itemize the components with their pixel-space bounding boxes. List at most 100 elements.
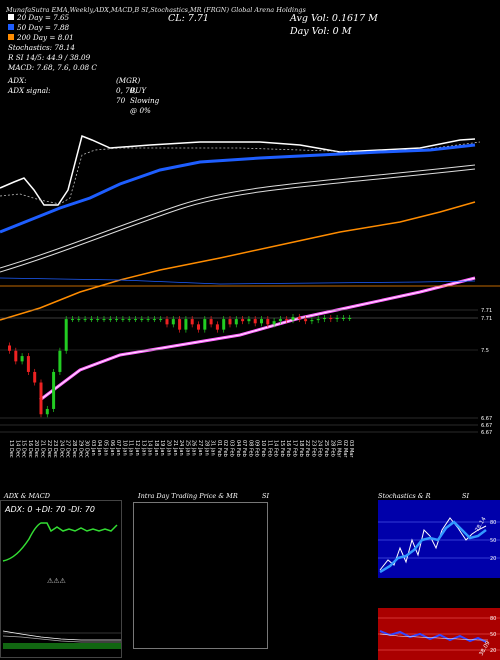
price-label: 7.71 (481, 308, 492, 314)
date-label: 10 Jan (121, 440, 127, 456)
date-label: 25 Jan (184, 440, 190, 456)
date-label: 21 Jan (172, 440, 178, 456)
date-label: 22 Feb (304, 440, 310, 457)
rsi-label-80: 80 (490, 616, 496, 622)
candle (96, 319, 100, 321)
candle (52, 371, 56, 409)
date-label: 05 Jan (103, 440, 109, 456)
candle (102, 319, 106, 321)
rsi-label-50: 50 (490, 632, 496, 638)
lower-ma-line (0, 277, 476, 285)
price-label: 7.5 (481, 348, 489, 354)
candle (241, 319, 245, 322)
date-label: 15 Feb (279, 440, 285, 457)
candle (89, 319, 93, 321)
macd-line (2, 630, 121, 641)
date-label: 29 Dec (77, 440, 83, 458)
price-gridlines (0, 309, 478, 433)
candle (228, 319, 232, 325)
candle (71, 319, 74, 321)
ema20-swatch (8, 14, 14, 20)
date-label: 02 Feb (222, 440, 228, 457)
stoch-panel-title: Stochastics & R (378, 492, 431, 500)
candle (178, 319, 182, 330)
adx-line (2, 522, 118, 562)
date-label: 01 Mar (336, 440, 342, 458)
indicator-readout: 20 Day = 7.65 50 Day = 7.88 200 Day = 8.… (8, 13, 159, 115)
candle (304, 319, 308, 322)
date-label: 11 Jan (128, 440, 134, 456)
candle (184, 319, 188, 330)
stoch-label-50: 50 (490, 538, 496, 544)
intraday-panel (133, 502, 268, 649)
macd-signal (2, 635, 121, 643)
candle (329, 318, 333, 320)
price-axis: 7.717.717.56.676.676.67 (481, 308, 492, 436)
date-label: 03 Mar (348, 440, 354, 458)
date-label: 14 Dec (14, 440, 20, 458)
candle (348, 318, 352, 319)
date-label: 07 Jan (115, 440, 121, 456)
candle (278, 319, 282, 322)
date-label: 20 Jan (166, 440, 172, 456)
candle (234, 319, 238, 325)
candle (14, 350, 18, 362)
date-label: 03 Feb (229, 440, 235, 457)
rsi-label-20: 20 (490, 648, 496, 654)
date-label: 06 Jan (109, 440, 115, 456)
date-label: 11 Feb (266, 440, 272, 457)
date-label: 04 Feb (235, 440, 241, 457)
candle (335, 318, 339, 320)
candle (285, 319, 289, 321)
price-line (0, 134, 476, 206)
candle (266, 319, 270, 325)
candle (58, 350, 62, 372)
candle (83, 319, 87, 321)
date-label: 14 Jan (147, 440, 153, 456)
candle (197, 324, 200, 330)
candles (8, 313, 352, 418)
date-label: 20 Dec (33, 440, 39, 458)
adx-marker: ⚠⚠⚠ (47, 577, 67, 585)
date-label: 02 Mar (342, 440, 348, 458)
date-axis: 13 Dec 14 Dec 15 Dec 16 Dec 20 Dec 21 Dec 22 D… (8, 440, 354, 458)
date-label: 21 Dec (40, 440, 46, 458)
candle (171, 319, 175, 325)
date-label: 08 Feb (247, 440, 253, 457)
main-chart: 7.717.717.56.676.676.67 13 Dec 14 Dec 15 D… (0, 134, 500, 458)
candle (190, 319, 194, 325)
rsi-signal (379, 633, 488, 641)
candle (26, 356, 30, 372)
date-label: 27 Dec (65, 440, 71, 458)
candle (33, 371, 37, 383)
date-label: 27 Jan (197, 440, 203, 456)
ema100-lower (0, 168, 476, 273)
candle (203, 319, 207, 330)
date-label: 09 Feb (254, 440, 260, 457)
date-label: 15 Dec (21, 440, 27, 458)
moving-average-lines (0, 134, 481, 402)
candle (20, 356, 24, 362)
date-label: 28 Jan (203, 440, 209, 456)
candle (323, 318, 326, 320)
candle (108, 319, 112, 321)
date-label: 07 Feb (241, 440, 247, 457)
stochastics-rsi-panel: 80 50 20 78.14 80 50 20 38.09 (378, 500, 500, 660)
date-label: 04 Jan (96, 440, 102, 456)
candle (134, 319, 137, 321)
stochastics-value: Stochastics: 78.14 (8, 43, 75, 52)
rsi-value: R SI 14/5: 44.9 / 38.09 (8, 53, 91, 62)
candle (253, 319, 257, 324)
candle (64, 319, 68, 351)
candle (152, 319, 156, 321)
candle (215, 324, 219, 330)
adx-macd-panel: ADX: 0 +DI: 70 -DI: 70 ⚠⚠⚠ (0, 500, 122, 658)
magenta-band-core (39, 277, 476, 401)
ema50-line (0, 143, 476, 234)
adx-label: ADX: (8, 76, 27, 85)
date-label: 28 Feb (329, 440, 335, 457)
rsi-line (379, 630, 487, 643)
ema100-upper (0, 164, 476, 269)
candle (127, 319, 131, 321)
macd-histogram (3, 643, 121, 649)
